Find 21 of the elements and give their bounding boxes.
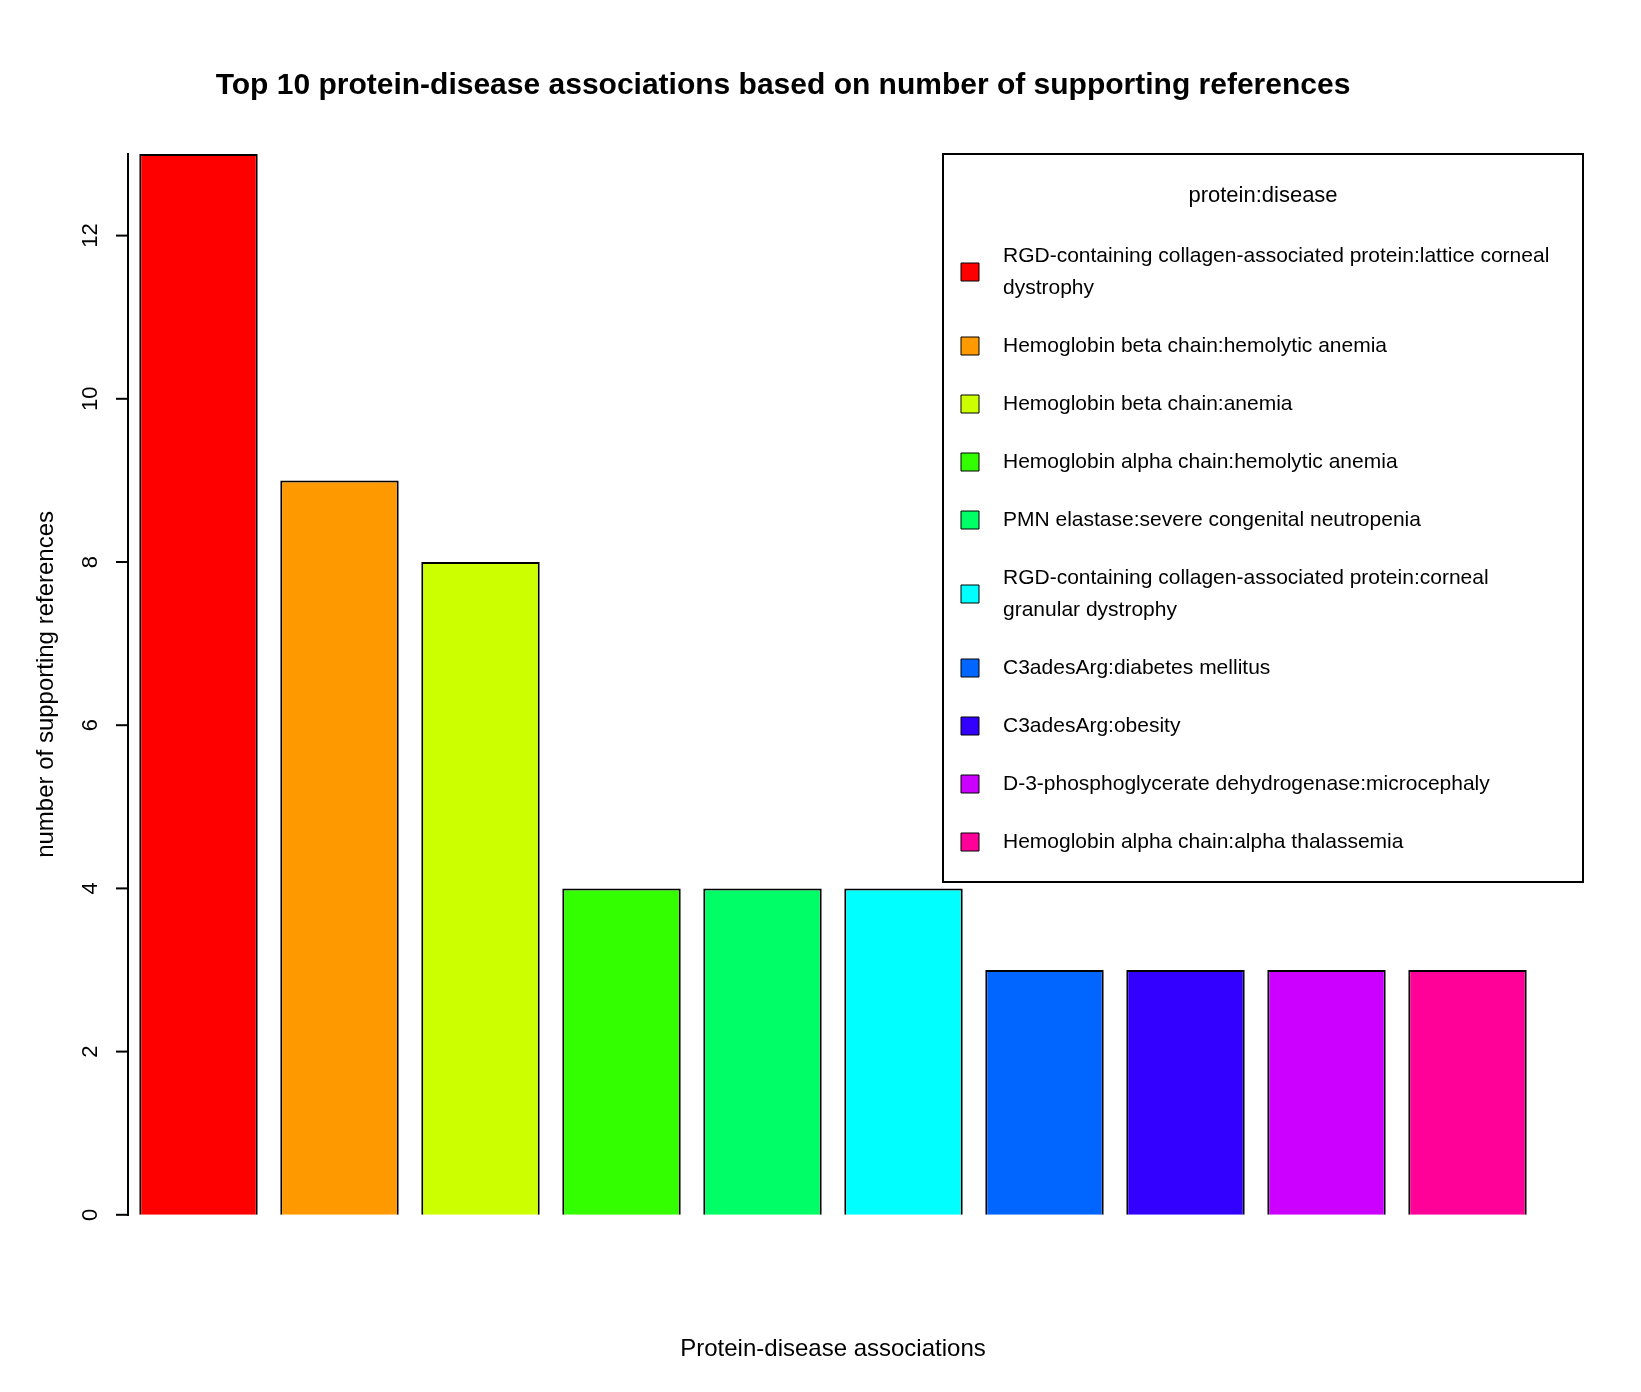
legend-label: Hemoglobin beta chain:anemia [1003,390,1293,414]
legend-label: D-3-phosphoglycerate dehydrogenase:microcephaly [1003,770,1491,794]
legend-label: RGD-containing collagen-associated protein:corneal granular dystrophy [1003,564,1489,620]
legend-label: RGD-containing collagen-associated protein:lattice corneal dystrophy [1003,242,1550,298]
legend-label: PMN elastase:severe congenital neutropenia [1003,506,1422,530]
legend-title: protein:disease [1188,182,1338,208]
legend-label: Hemoglobin alpha chain:hemolytic anemia [1003,448,1398,472]
chart-title: Top 10 protein-disease associations based on number of supporting references [215,67,1351,101]
y-axis-title: number of supporting references [31,510,59,858]
y-tick-label: 2 [77,1045,103,1058]
legend-label: C3adesArg:diabetes mellitus [1003,654,1271,678]
legend-label: Hemoglobin beta chain:hemolytic anemia [1003,332,1388,356]
y-tick-label: 0 [77,1208,103,1221]
x-axis-title: Protein-disease associations [680,1334,986,1362]
y-tick-label: 8 [77,555,103,569]
y-tick-label: 4 [77,882,103,895]
y-tick-label: 10 [77,386,103,412]
legend-label: Hemoglobin alpha chain:alpha thalassemia [1003,828,1404,852]
legend-label: C3adesArg:obesity [1003,712,1181,736]
y-tick-label: 6 [77,719,103,732]
y-tick-label: 12 [77,223,103,248]
